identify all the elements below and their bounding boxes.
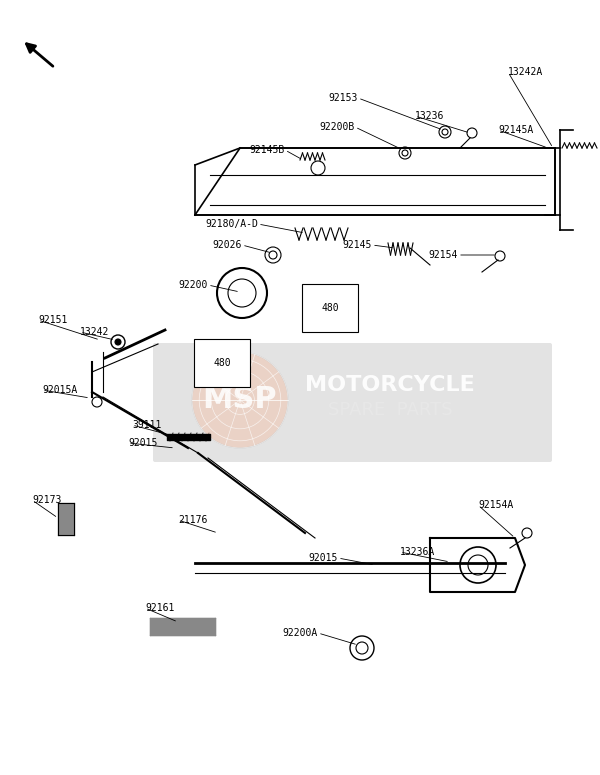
Text: 13236A: 13236A	[400, 547, 435, 557]
Text: 92180/A-D: 92180/A-D	[205, 219, 258, 229]
Circle shape	[115, 339, 121, 345]
Text: 92200A: 92200A	[283, 628, 318, 638]
Text: 480: 480	[321, 303, 339, 313]
Text: MOTORCYCLE: MOTORCYCLE	[305, 375, 475, 395]
Text: 92200B: 92200B	[320, 122, 355, 132]
Text: 92145A: 92145A	[498, 125, 533, 135]
Text: SPARE  PARTS: SPARE PARTS	[328, 401, 452, 419]
Text: 13242A: 13242A	[508, 67, 543, 77]
Text: 92161: 92161	[145, 603, 175, 613]
Circle shape	[192, 352, 288, 448]
Text: 21176: 21176	[178, 515, 208, 525]
Text: 92145B: 92145B	[250, 145, 285, 155]
Text: 92154: 92154	[428, 250, 458, 260]
Text: 13236: 13236	[415, 111, 445, 121]
Text: 92151: 92151	[38, 315, 67, 325]
Text: 92026: 92026	[212, 240, 242, 250]
Text: 92173: 92173	[32, 495, 61, 505]
Text: MSP: MSP	[203, 385, 277, 415]
Text: 92145: 92145	[343, 240, 372, 250]
Text: 13242: 13242	[80, 327, 109, 337]
Text: 92015: 92015	[128, 438, 157, 448]
Text: 92200: 92200	[179, 280, 208, 290]
Text: 92153: 92153	[329, 93, 358, 103]
Text: 92015: 92015	[308, 553, 338, 563]
Text: 92154A: 92154A	[478, 500, 513, 510]
FancyBboxPatch shape	[153, 343, 552, 462]
Text: 92015A: 92015A	[42, 385, 77, 395]
Text: 39111: 39111	[132, 420, 161, 430]
Text: 480: 480	[213, 358, 231, 368]
